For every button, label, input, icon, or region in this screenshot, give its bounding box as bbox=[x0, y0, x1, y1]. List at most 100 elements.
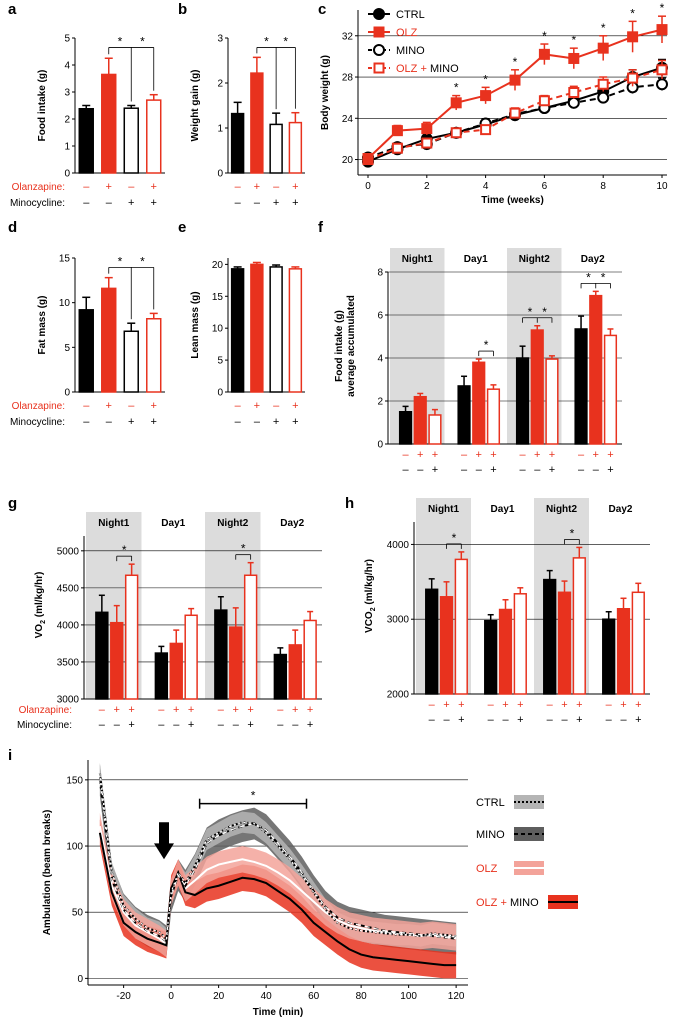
minocycline-sign: – bbox=[561, 714, 568, 726]
legend-marker bbox=[373, 8, 385, 20]
data-point bbox=[656, 64, 668, 76]
minocycline-sign: – bbox=[254, 197, 261, 209]
y-axis-label: Body weight (g) bbox=[320, 55, 331, 130]
legend-swatch bbox=[514, 795, 544, 809]
minocycline-sign: + bbox=[151, 416, 157, 428]
bar-olz-mino bbox=[146, 99, 162, 174]
y-tick-label: 0 bbox=[217, 388, 223, 399]
y-axis-label-part: (ml/kg/hr) bbox=[34, 572, 45, 620]
data-point bbox=[450, 127, 462, 139]
olanzapine-sign: + bbox=[620, 699, 626, 711]
significance-star: * bbox=[140, 34, 145, 48]
bar-ctrl bbox=[214, 609, 228, 700]
minocycline-sign: – bbox=[106, 197, 113, 209]
minocycline-sign: – bbox=[99, 719, 106, 731]
legend-label-part: MINO bbox=[510, 897, 539, 909]
olanzapine-sign: + bbox=[233, 704, 239, 716]
legend-label: OLZ + MINO bbox=[396, 63, 459, 75]
olanzapine-sign: – bbox=[128, 400, 135, 412]
minocycline-row-label: Minocycline: bbox=[10, 198, 65, 209]
data-point bbox=[391, 125, 403, 137]
significance-star: * bbox=[140, 254, 145, 268]
data-point bbox=[597, 91, 610, 104]
bar-olz-mino bbox=[288, 121, 303, 174]
panel-g: Night1 Day1 Night2 Day2 3000 3500 4000 4500 5000… bbox=[17, 512, 322, 731]
olanzapine-sign: + bbox=[128, 704, 134, 716]
y-tick-label: 3000 bbox=[57, 695, 80, 706]
bar-ctrl bbox=[602, 618, 616, 695]
minocycline-sign: + bbox=[273, 416, 279, 428]
minocycline-sign: – bbox=[218, 719, 225, 731]
bar-olz bbox=[110, 621, 124, 700]
minocycline-sign: + bbox=[128, 416, 134, 428]
y-tick-label: 50 bbox=[72, 908, 84, 919]
injection-arrow bbox=[154, 822, 174, 860]
significance-star: * bbox=[571, 33, 576, 47]
legend-marker bbox=[373, 26, 385, 38]
olanzapine-sign: – bbox=[547, 699, 554, 711]
x-tick-label: 100 bbox=[400, 991, 417, 1002]
bar-olz-mino bbox=[184, 614, 198, 700]
bar-ctrl bbox=[230, 268, 245, 393]
olanzapine-sign: + bbox=[292, 704, 298, 716]
panel-i: 0 50 100 150 -20 0 20 40 60 80 100 120 Time (min) Amb… bbox=[42, 760, 578, 1018]
bar-olz-mino bbox=[288, 268, 303, 393]
olanzapine-sign: – bbox=[461, 449, 468, 461]
y-tick-label: 4000 bbox=[57, 620, 80, 631]
olanzapine-sign: + bbox=[417, 449, 423, 461]
data-point bbox=[480, 124, 492, 136]
minocycline-sign: + bbox=[151, 197, 157, 209]
bar-ctrl bbox=[425, 588, 439, 695]
minocycline-sign: – bbox=[461, 464, 468, 476]
bar-olz-mino bbox=[545, 358, 559, 445]
legend-label: CTRL bbox=[476, 797, 505, 809]
panel-letter-a: a bbox=[8, 1, 17, 18]
bar-ctrl bbox=[543, 578, 557, 695]
data-point bbox=[391, 142, 403, 154]
y-tick-label: 5000 bbox=[57, 546, 80, 557]
bar-olz bbox=[288, 644, 302, 700]
x-tick-label: -20 bbox=[116, 991, 131, 1002]
bar-ctrl bbox=[154, 652, 169, 700]
y-axis-label-part: VO bbox=[34, 624, 45, 639]
olanzapine-sign: – bbox=[128, 181, 135, 193]
minocycline-sign: + bbox=[273, 197, 279, 209]
minocycline-sign: – bbox=[547, 714, 554, 726]
olanzapine-sign: – bbox=[277, 704, 284, 716]
period-label: Day2 bbox=[280, 518, 304, 529]
legend-label-part: OLZ + bbox=[396, 63, 430, 75]
bar-olz bbox=[439, 596, 454, 695]
y-tick-label: 8 bbox=[377, 268, 383, 279]
period-label: Day2 bbox=[581, 254, 605, 265]
y-tick-label: 100 bbox=[66, 842, 83, 853]
y-tick-label: 24 bbox=[342, 114, 354, 125]
bar-olz bbox=[101, 73, 117, 174]
bar-olz bbox=[589, 294, 603, 445]
bar-ctrl bbox=[95, 611, 109, 700]
data-point bbox=[597, 42, 609, 54]
minocycline-sign: – bbox=[158, 719, 165, 731]
x-tick-label: 6 bbox=[542, 181, 548, 192]
period-label: Day1 bbox=[464, 254, 488, 265]
significance-star: * bbox=[586, 270, 591, 284]
olanzapine-sign: + bbox=[106, 181, 112, 193]
olanzapine-sign: + bbox=[151, 181, 157, 193]
bar-ctrl bbox=[230, 112, 245, 174]
significance-star: * bbox=[118, 34, 123, 48]
bar-ctrl bbox=[484, 619, 498, 695]
significance-star: * bbox=[241, 542, 246, 556]
olanzapine-sign: – bbox=[578, 449, 585, 461]
y-axis-label: VCO2 (ml/kg/hr) bbox=[364, 559, 377, 633]
bar-olz bbox=[557, 591, 572, 695]
y-tick-label: 6 bbox=[377, 311, 383, 322]
y-tick-label: 15 bbox=[212, 292, 224, 303]
minocycline-sign: + bbox=[292, 197, 298, 209]
significance-star: * bbox=[264, 34, 269, 48]
minocycline-sign: – bbox=[106, 416, 113, 428]
significance-star: * bbox=[570, 526, 575, 540]
significance-star: * bbox=[528, 305, 533, 319]
olanzapine-sign: + bbox=[254, 400, 260, 412]
